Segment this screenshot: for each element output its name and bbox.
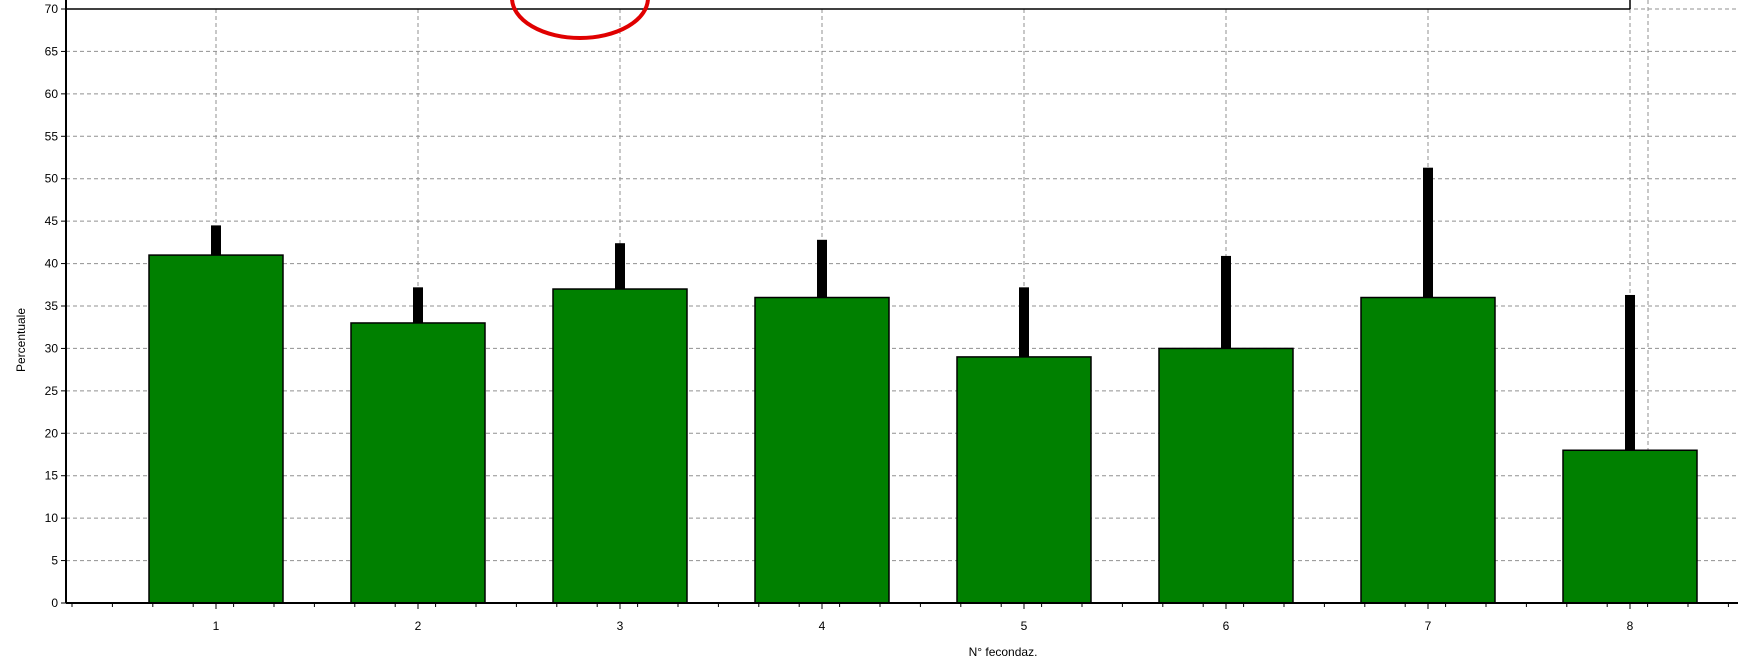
y-tick-label: 65 [45, 44, 59, 58]
x-tick-label: 7 [1425, 619, 1432, 633]
error-bar [1019, 287, 1029, 357]
bar [754, 296, 890, 604]
y-tick-label: 70 [45, 2, 59, 16]
y-tick-label: 25 [45, 384, 59, 398]
error-bar [1423, 167, 1433, 298]
x-tick-label: 2 [415, 619, 422, 633]
y-tick-label: 55 [45, 129, 59, 143]
x-axis-title: N° fecondaz. [969, 645, 1038, 658]
y-tick-label: 35 [45, 299, 59, 313]
y-tick-label: 10 [45, 511, 59, 525]
x-tick-label: 3 [617, 619, 624, 633]
y-tick-label: 20 [45, 426, 59, 440]
x-tick-label: 5 [1021, 619, 1028, 633]
bar [1360, 296, 1496, 604]
bar [148, 254, 284, 604]
axes-group [61, 0, 1738, 609]
y-tick-label: 45 [45, 214, 59, 228]
y-tick-label: 50 [45, 172, 59, 186]
bar [350, 322, 486, 604]
error-bar [1221, 255, 1231, 349]
error-bar [211, 225, 221, 256]
y-tick-label: 5 [51, 554, 58, 568]
overlay-group [66, 0, 1631, 40]
bar [1562, 449, 1698, 604]
bar [1158, 347, 1294, 604]
y-tick-label: 40 [45, 257, 59, 271]
bars-group [148, 254, 1698, 604]
x-tick-labels: 1 2 3 4 5 6 7 8 [213, 619, 1634, 633]
x-tick-label: 6 [1223, 619, 1230, 633]
highlight-circle [510, 0, 650, 40]
y-tick-label: 15 [45, 469, 59, 483]
y-tick-label: 30 [45, 341, 59, 355]
error-bar [817, 239, 827, 298]
error-bar [1625, 294, 1635, 451]
x-tick-label: 4 [819, 619, 826, 633]
y-tick-label: 0 [51, 596, 58, 610]
y-axis-title: Percentuale [14, 308, 28, 372]
y-tick-label: 60 [45, 87, 59, 101]
error-bar [413, 287, 423, 323]
x-tick-label: 1 [213, 619, 220, 633]
bar [552, 288, 688, 604]
error-bar [615, 243, 625, 290]
y-tick-labels: 0 5 10 15 20 25 30 35 40 45 50 55 60 65 70 [45, 2, 59, 610]
bar [956, 356, 1092, 604]
x-tick-label: 8 [1627, 619, 1634, 633]
error-bars-group [211, 167, 1635, 451]
